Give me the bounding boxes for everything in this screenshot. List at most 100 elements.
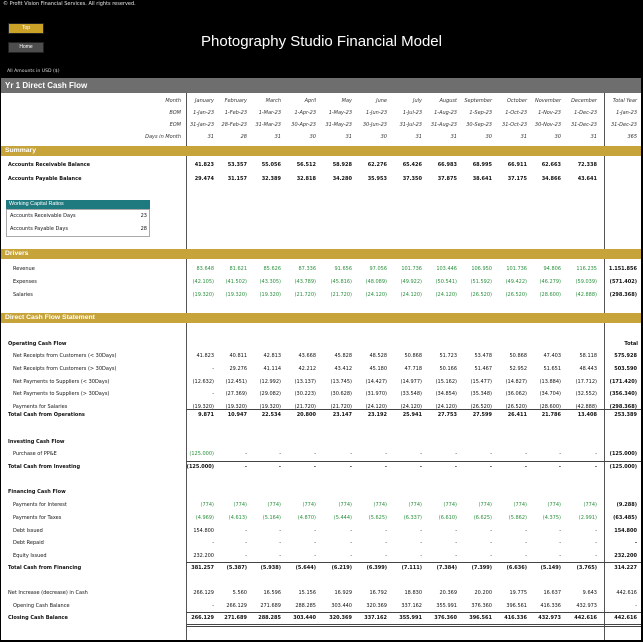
header-cell: October [506,98,527,104]
cash-flow-cell: 43.412 [334,365,353,372]
driver-cell: (49.422) [505,279,527,285]
summary-cell: 34.866 [541,176,561,182]
header-cell: May [341,98,352,104]
header-label: Month [165,98,181,104]
cash-flow-cell: (6.337) [403,514,422,521]
summary-cell: 58.928 [332,162,352,168]
cash-flow-cell: (774) [583,502,597,508]
cash-flow-cell: - [420,451,422,457]
cash-flow-cell: - [314,553,316,560]
row-label: Salaries [13,292,33,298]
cash-flow-cell: - [385,540,387,547]
driver-cell: (42.888) [575,292,597,298]
total-cell: 26.411 [507,412,527,418]
divider [186,409,641,410]
cash-flow-cell: - [490,451,492,457]
header-cell: 31 [207,134,214,140]
subsection-title: Investing Cash Flow [8,439,65,445]
net-cell: 16.637 [543,590,562,596]
header-cell: January [195,98,214,104]
header-cell: March [265,98,281,104]
summary-cell: 62.276 [367,162,387,168]
header-cell: December [571,98,597,104]
driver-cell: (24.120) [365,292,387,298]
opening-cell: 266.129 [226,603,247,609]
header-cell: 30 [309,134,316,140]
driver-cell: (19.320) [259,292,281,298]
cash-flow-cell: - [525,553,527,560]
cash-flow-cell: (14.427) [365,378,387,385]
summary-cell: 72.338 [577,162,597,168]
cash-flow-cell: (5.164) [262,514,281,521]
cash-flow-cell: (9.288) [616,502,637,508]
cash-flow-cell: - [595,451,597,457]
closing-cell: 396.561 [469,615,492,621]
row-label: Payments for Salaries [13,404,68,411]
cash-flow-cell: 50.166 [439,365,458,372]
total-cell: 23.192 [367,412,387,418]
cash-flow-cell: - [212,365,214,372]
cash-flow-cell: 48.443 [579,365,598,372]
row-label: Total Cash from Financing [8,565,82,571]
total-cell: (5.387) [226,565,247,571]
driver-cell: 83.648 [196,266,215,272]
page-title: Photography Studio Financial Model [201,33,442,50]
header-label: EOM [169,122,181,128]
cash-flow-cell: (13.884) [539,378,561,385]
driver-cell: (19.320) [225,292,247,298]
closing-cell: 266.129 [191,615,214,621]
total-cell: - [244,464,247,470]
home-button[interactable]: Home [8,42,44,53]
header-cell: 1-Feb-23 [224,110,247,116]
cash-flow-cell: (356.340) [609,391,637,398]
wc-value: 23 [140,213,147,219]
total-cell: 9.871 [198,412,214,418]
opening-cell: - [635,603,637,609]
cash-flow-cell: - [559,540,561,547]
summary-cell: 66.911 [507,162,527,168]
row-label: Payments for Interest [13,502,67,508]
cash-flow-cell: - [595,540,597,547]
opening-cell: 355.991 [436,603,457,609]
cash-flow-cell: (29.082) [259,391,281,398]
divider [186,562,641,563]
divider [186,612,641,613]
summary-cell: 62.663 [541,162,561,168]
header-cell: 31-Dec-23 [610,122,637,128]
opening-cell: 271.689 [260,603,281,609]
wc-value: 28 [140,226,147,232]
cash-flow-cell: 45.828 [334,353,353,359]
cash-flow-cell: (19.320) [259,404,281,411]
cash-flow-cell: (28.600) [539,404,561,411]
net-cell: 442.616 [616,590,637,596]
cash-flow-cell: (34.704) [539,391,561,398]
summary-cell: 41.823 [194,162,214,168]
total-cell: (5.644) [295,565,316,571]
cash-flow-cell: - [525,527,527,534]
cash-flow-cell: (774) [267,502,281,508]
cash-flow-cell: 41.114 [263,365,282,372]
cash-flow-cell: - [350,527,352,534]
closing-cell: 320.369 [329,615,352,621]
opening-cell: 337.162 [401,603,422,609]
divider [186,624,641,625]
driver-cell: (298.368) [609,292,637,298]
top-button[interactable]: Top [8,23,44,34]
cash-flow-cell: - [245,451,247,457]
closing-cell: 303.440 [293,615,316,621]
summary-cell: 53.357 [227,162,247,168]
header-cell: 1-Mar-23 [258,110,281,116]
cash-flow-cell: - [559,527,561,534]
total-cell: - [454,464,457,470]
cash-flow-cell: - [279,527,281,534]
summary-cell: 34.280 [332,176,352,182]
cash-flow-cell: 575.928 [614,353,637,359]
cash-flow-cell: - [595,553,597,560]
header-cell: 30 [554,134,561,140]
header-cell: 31-Dec-23 [570,122,597,128]
header-cell: June [376,98,387,104]
cash-flow-cell: 51.651 [543,365,562,372]
driver-cell: (45.816) [330,279,352,285]
cash-flow-cell: 51.467 [474,365,493,372]
cash-flow-cell: (774) [373,502,387,508]
